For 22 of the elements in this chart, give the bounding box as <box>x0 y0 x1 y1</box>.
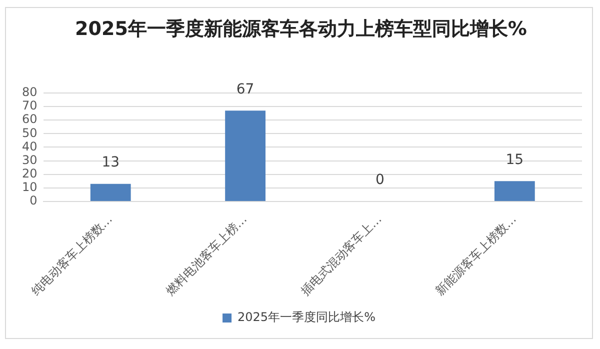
legend-label: 2025年一季度同比增长% <box>238 310 376 324</box>
y-tick-label: 10 <box>22 180 38 194</box>
y-tick-label: 70 <box>22 98 38 113</box>
chart-title: 2025年一季度新能源客车各动力上榜车型同比增长% <box>74 17 528 42</box>
y-tick-label: 40 <box>22 139 38 154</box>
y-tick-label: 0 <box>30 194 38 208</box>
x-tick-label: 插电式混动客车上… <box>298 212 384 298</box>
y-tick-label: 50 <box>22 126 38 140</box>
data-label: 15 <box>506 152 524 168</box>
bar <box>494 181 535 201</box>
data-label: 67 <box>236 81 254 98</box>
data-label: 0 <box>376 172 384 188</box>
y-tick-label: 30 <box>22 152 38 167</box>
x-tick-label: 纯电动客车上榜数… <box>28 212 115 298</box>
x-tick-label: 新能源客车上榜数… <box>432 212 519 298</box>
y-tick-label: 60 <box>22 112 38 126</box>
y-tick-label: 20 <box>22 166 38 180</box>
x-tick-label: 燃料电池客车上榜… <box>163 212 250 298</box>
y-tick-label: 80 <box>22 85 38 100</box>
bar <box>90 184 131 201</box>
bar <box>225 110 266 201</box>
data-label: 13 <box>102 154 120 170</box>
